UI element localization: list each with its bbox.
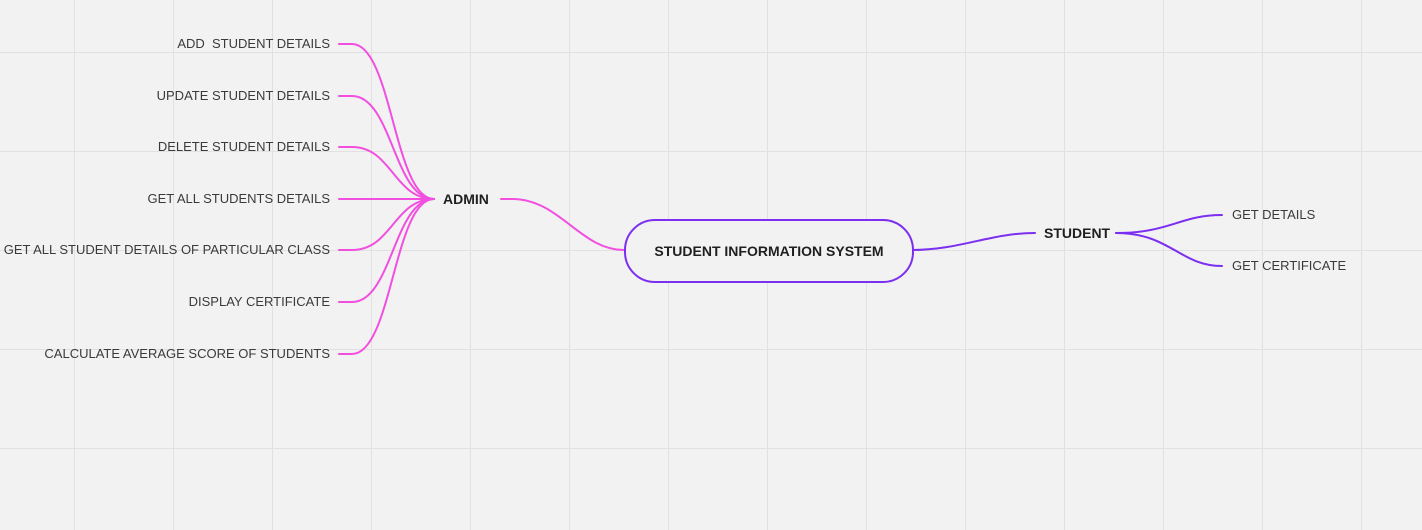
- admin-item-delete-student-details[interactable]: DELETE STUDENT DETAILS: [158, 139, 330, 155]
- student-node[interactable]: STUDENT: [1044, 225, 1110, 241]
- student-connector-1: [1116, 215, 1222, 233]
- admin-item-add-student-details[interactable]: ADD STUDENT DETAILS: [177, 36, 330, 52]
- central-to-student-connector: [912, 233, 1035, 250]
- admin-item-calculate-average-score[interactable]: CALCULATE AVERAGE SCORE OF STUDENTS: [44, 346, 330, 362]
- admin-item-update-student-details[interactable]: UPDATE STUDENT DETAILS: [157, 88, 330, 104]
- admin-item-get-details-of-particular-class[interactable]: GET ALL STUDENT DETAILS OF PARTICULAR CL…: [4, 242, 330, 258]
- student-item-get-certificate[interactable]: GET CERTIFICATE: [1232, 258, 1346, 274]
- admin-to-central-connector: [501, 199, 624, 250]
- admin-item-display-certificate[interactable]: DISPLAY CERTIFICATE: [189, 294, 330, 310]
- student-item-get-details[interactable]: GET DETAILS: [1232, 207, 1315, 223]
- central-node-label: STUDENT INFORMATION SYSTEM: [654, 243, 883, 259]
- student-connector-2: [1116, 233, 1222, 266]
- admin-item-get-all-students-details[interactable]: GET ALL STUDENTS DETAILS: [147, 191, 330, 207]
- admin-node[interactable]: ADMIN: [443, 191, 489, 207]
- central-node[interactable]: STUDENT INFORMATION SYSTEM: [624, 219, 914, 283]
- admin-connector-7: [339, 199, 434, 354]
- admin-connector-1: [339, 44, 434, 199]
